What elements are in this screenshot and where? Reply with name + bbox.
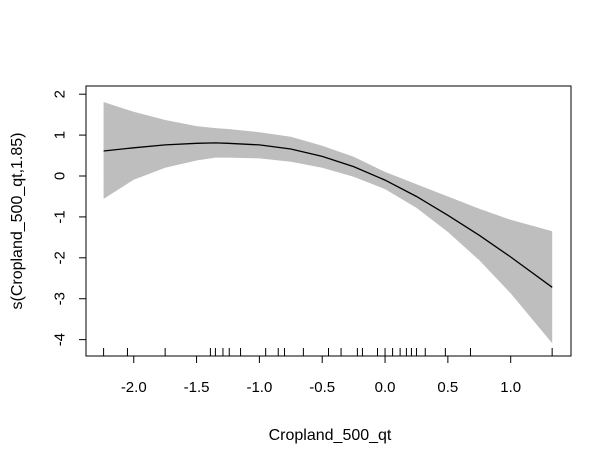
y-tick-label: -4 (52, 333, 69, 346)
confidence-band (103, 102, 553, 344)
y-tick-label: 1 (52, 131, 69, 139)
x-tick-label: -1.0 (246, 379, 272, 396)
smooth-line-layer (103, 142, 553, 288)
y-tick-label: -1 (52, 210, 69, 223)
x-tick-label: -2.0 (121, 379, 147, 396)
confidence-band-layer (103, 102, 553, 344)
x-tick-label: -1.5 (184, 379, 210, 396)
x-tick-label: 0.5 (437, 379, 458, 396)
y-tick-label: 2 (52, 90, 69, 98)
y-axis: -4 -3 -2 -1 0 1 2 (52, 90, 87, 346)
y-tick-label: -3 (52, 292, 69, 305)
smooth-line (103, 142, 553, 288)
y-tick-label: -2 (52, 251, 69, 264)
x-tick-label: 1.0 (500, 379, 521, 396)
x-axis-label: Cropland_500_qt (269, 427, 392, 444)
x-tick-label: 0.0 (375, 379, 396, 396)
rug-layer (103, 348, 553, 356)
y-axis-label: s(Cropland_500_qt,1.85) (9, 132, 26, 309)
y-tick-label: 0 (52, 172, 69, 180)
x-axis: -2.0 -1.5 -1.0 -0.5 0.0 0.5 1.0 (121, 355, 521, 396)
x-tick-label: -0.5 (309, 379, 335, 396)
